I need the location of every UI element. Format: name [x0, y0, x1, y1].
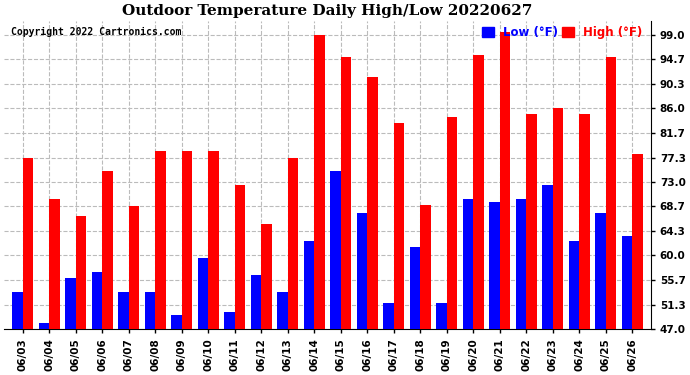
Bar: [76, 216, 86, 329]
Bar: [250, 275, 262, 329]
Bar: [341, 57, 351, 329]
Bar: [462, 199, 473, 329]
Bar: [330, 171, 341, 329]
Bar: [145, 292, 155, 329]
Bar: [394, 123, 404, 329]
Bar: [49, 199, 60, 329]
Bar: [304, 241, 314, 329]
Bar: [181, 151, 193, 329]
Bar: [12, 292, 23, 329]
Bar: [383, 303, 394, 329]
Bar: [65, 278, 76, 329]
Bar: [473, 55, 484, 329]
Bar: [515, 199, 526, 329]
Bar: [606, 57, 616, 329]
Bar: [288, 158, 298, 329]
Bar: [23, 158, 33, 329]
Bar: [118, 292, 129, 329]
Bar: [420, 204, 431, 329]
Bar: [171, 315, 181, 329]
Bar: [39, 323, 49, 329]
Bar: [579, 114, 590, 329]
Bar: [410, 247, 420, 329]
Bar: [235, 185, 246, 329]
Bar: [436, 303, 446, 329]
Bar: [224, 312, 235, 329]
Bar: [367, 77, 378, 329]
Bar: [489, 202, 500, 329]
Bar: [553, 108, 563, 329]
Bar: [595, 213, 606, 329]
Bar: [197, 258, 208, 329]
Bar: [129, 206, 139, 329]
Bar: [262, 224, 272, 329]
Bar: [542, 185, 553, 329]
Legend: Low (°F), High (°F): Low (°F), High (°F): [480, 24, 645, 41]
Bar: [314, 35, 325, 329]
Text: Copyright 2022 Cartronics.com: Copyright 2022 Cartronics.com: [10, 27, 181, 37]
Bar: [155, 151, 166, 329]
Bar: [357, 213, 367, 329]
Bar: [632, 154, 643, 329]
Bar: [277, 292, 288, 329]
Bar: [526, 114, 537, 329]
Bar: [622, 236, 632, 329]
Bar: [208, 151, 219, 329]
Bar: [92, 272, 102, 329]
Bar: [569, 241, 579, 329]
Bar: [102, 171, 113, 329]
Title: Outdoor Temperature Daily High/Low 20220627: Outdoor Temperature Daily High/Low 20220…: [122, 4, 533, 18]
Bar: [500, 32, 511, 329]
Bar: [446, 117, 457, 329]
